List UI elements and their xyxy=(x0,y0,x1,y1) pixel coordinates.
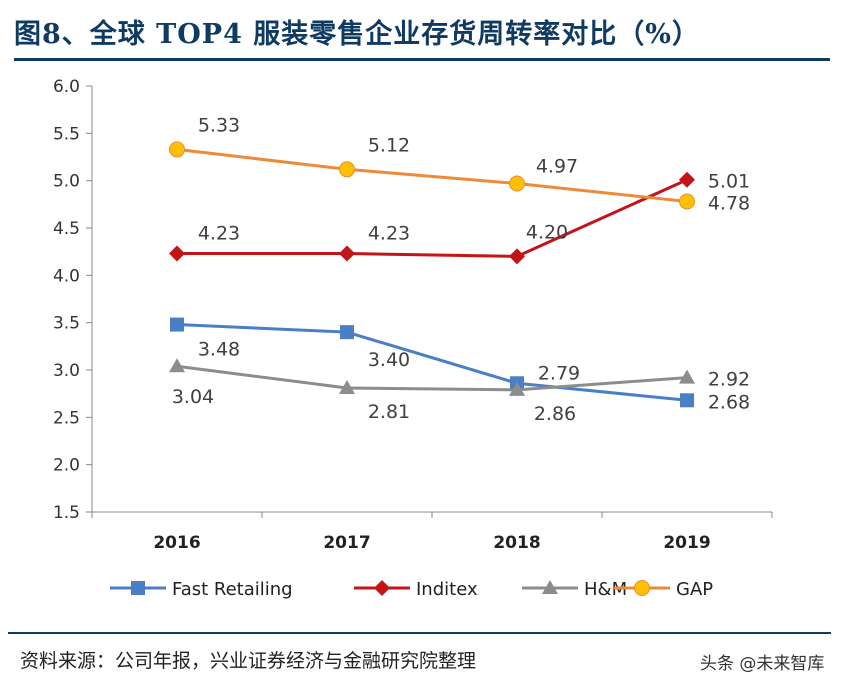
legend-gap-marker xyxy=(634,580,650,596)
gap-point xyxy=(169,141,185,158)
y-tick-label: 1.5 xyxy=(53,503,80,523)
x-tick-label: 2017 xyxy=(323,533,370,553)
y-tick-label: 4.0 xyxy=(53,266,80,286)
inditex-point xyxy=(169,245,185,262)
h-m-data-label: 2.81 xyxy=(368,401,410,423)
h-m-point xyxy=(509,381,525,396)
y-tick-label: 5.5 xyxy=(53,124,80,144)
gap-point xyxy=(679,193,695,210)
source-divider xyxy=(8,632,831,634)
line-chart: 1.5 2.0 2.5 3.0 3.5 4.0 4.5 5.0 5.5 6.0 2016 2017 20… xyxy=(53,77,773,600)
legend-inditex-marker xyxy=(374,580,390,596)
inditex-data-label: 4.20 xyxy=(526,221,568,243)
h-m-data-label: 2.86 xyxy=(534,403,576,425)
y-tick-label: 4.5 xyxy=(53,219,80,239)
watermark-text: 头条 @未来智库 xyxy=(700,654,825,674)
h-m-data-label: 3.04 xyxy=(172,386,214,408)
h-m-point xyxy=(339,379,355,394)
legend-h-m-marker xyxy=(542,580,558,594)
x-tick-label: 2018 xyxy=(493,533,540,553)
fast-retailing-data-label: 3.48 xyxy=(198,339,240,361)
legend-inditex-label: Inditex xyxy=(416,579,478,600)
gap-data-label: 5.12 xyxy=(368,134,410,156)
y-tick-label: 5.0 xyxy=(53,172,80,192)
chart-title: 图8、全球 TOP4 服装零售企业存货周转率对比（%） xyxy=(14,19,700,50)
legend-fast-retailing-marker xyxy=(131,581,145,595)
title-divider xyxy=(14,58,830,61)
chart-legend: Fast Retailing Inditex H&M GAP xyxy=(110,579,713,600)
inditex-data-label: 4.23 xyxy=(198,223,240,245)
gap-point xyxy=(509,175,525,192)
fast-retailing-data-label: 3.40 xyxy=(368,349,410,371)
y-tick-label: 6.0 xyxy=(53,77,80,97)
chart-series xyxy=(169,141,695,408)
fast-retailing-point xyxy=(680,393,694,408)
inditex-data-label: 4.23 xyxy=(368,223,410,245)
fast-retailing-line xyxy=(176,323,688,402)
fast-retailing-data-label: 2.68 xyxy=(708,391,750,413)
source-note: 资料来源：公司年报，兴业证券经济与金融研究院整理 xyxy=(20,650,477,672)
inditex-point xyxy=(509,248,525,265)
gap-line xyxy=(176,147,688,203)
gap-data-label: 4.97 xyxy=(536,156,578,178)
h-m-point xyxy=(679,369,695,384)
inditex-point xyxy=(339,245,355,262)
legend-fast-retailing-label: Fast Retailing xyxy=(172,579,293,600)
watermark-badge xyxy=(692,640,838,678)
x-tick-label: 2016 xyxy=(153,533,200,553)
inditex-point xyxy=(679,171,695,188)
inditex-data-label: 5.01 xyxy=(708,171,750,193)
legend-gap-label: GAP xyxy=(676,579,713,600)
h-m-line xyxy=(176,364,688,392)
y-tick-label: 2.5 xyxy=(53,408,80,428)
y-tick-label: 3.0 xyxy=(53,361,80,381)
gap-data-label: 5.33 xyxy=(198,114,240,136)
chart-axes: 1.5 2.0 2.5 3.0 3.5 4.0 4.5 5.0 5.5 6.0 2016 2017 20… xyxy=(53,77,773,553)
gap-data-label: 4.78 xyxy=(708,192,750,214)
chart-data-labels: 3.48 3.40 2.79 2.68 4.23 4.23 4.20 5.01 3.04 2.81… xyxy=(172,114,750,424)
h-m-data-label: 2.92 xyxy=(708,369,750,391)
gap-point xyxy=(339,161,355,178)
y-tick-label: 3.5 xyxy=(53,314,80,334)
fast-retailing-data-label: 2.79 xyxy=(538,362,580,384)
fast-retailing-point xyxy=(340,325,354,340)
x-tick-label: 2019 xyxy=(663,533,710,553)
legend-h-m-label: H&M xyxy=(584,579,627,600)
h-m-point xyxy=(169,358,185,373)
fast-retailing-point xyxy=(170,317,184,332)
y-tick-label: 2.0 xyxy=(53,456,80,476)
inditex-line xyxy=(177,178,688,258)
